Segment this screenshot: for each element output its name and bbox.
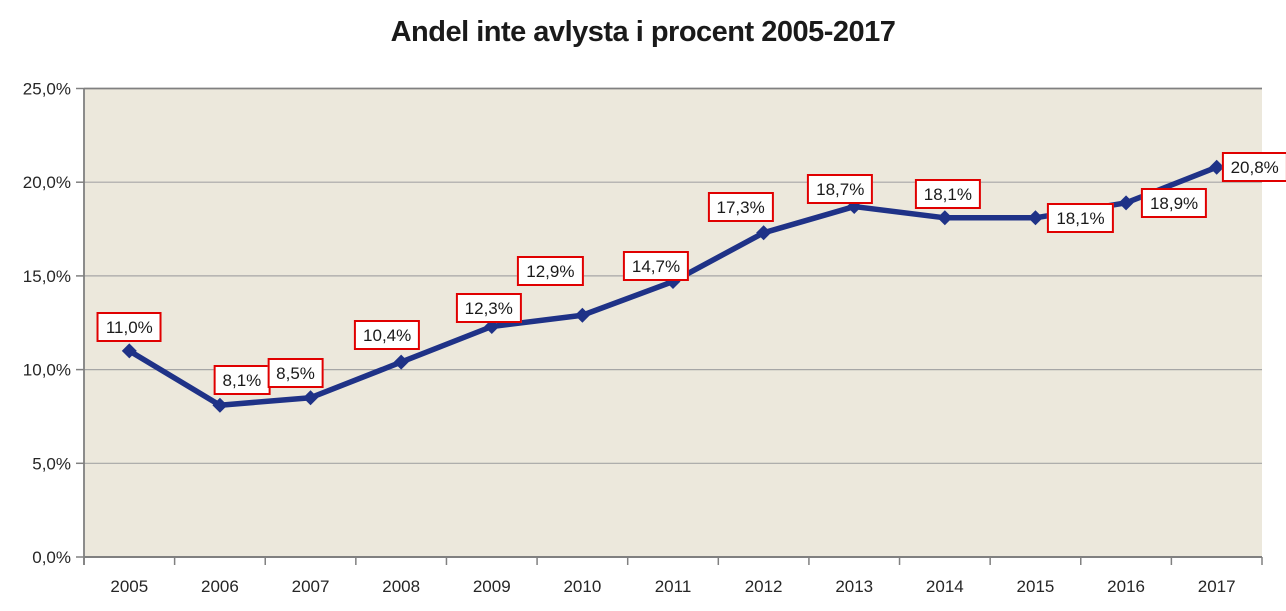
x-axis-tick-label: 2006 <box>201 577 239 596</box>
data-point-marker <box>121 343 137 359</box>
x-axis-tick-label: 2017 <box>1198 577 1236 596</box>
x-axis-tick-label: 2007 <box>292 577 330 596</box>
chart-title: Andel inte avlysta i procent 2005-2017 <box>390 16 896 48</box>
data-point-marker <box>303 390 319 406</box>
data-label: 11,0% <box>96 311 162 342</box>
x-axis-tick-label: 2009 <box>473 577 511 596</box>
y-axis-tick-label: 20,0% <box>23 173 71 192</box>
data-label: 14,7% <box>622 250 690 281</box>
data-label: 8,1% <box>213 365 271 396</box>
y-axis-tick-label: 25,0% <box>23 80 71 99</box>
x-axis-tick-label: 2016 <box>1107 577 1145 596</box>
data-point-marker <box>1027 210 1043 226</box>
x-axis-tick-label: 2014 <box>926 577 964 596</box>
x-axis-tick-label: 2010 <box>563 577 601 596</box>
data-label: 20,8% <box>1221 152 1286 183</box>
data-label: 18,7% <box>807 173 874 204</box>
data-point-marker <box>937 210 953 226</box>
x-axis-tick-label: 2005 <box>110 577 148 596</box>
data-label: 8,5% <box>267 357 324 388</box>
data-point-marker <box>1209 159 1225 175</box>
data-label: 17,3% <box>707 191 774 222</box>
y-axis-tick-label: 10,0% <box>23 361 71 380</box>
x-axis-tick-label: 2012 <box>745 577 783 596</box>
data-label: 12,3% <box>455 293 522 324</box>
data-point-marker <box>1118 195 1134 211</box>
data-point-marker <box>212 397 228 413</box>
y-axis-tick-label: 0,0% <box>32 548 71 567</box>
plot-background <box>84 88 1262 557</box>
x-axis-tick-label: 2011 <box>655 577 692 596</box>
y-axis-tick-label: 5,0% <box>32 454 71 473</box>
data-label: 10,4% <box>354 320 421 351</box>
x-axis-tick-label: 2013 <box>835 577 873 596</box>
y-axis-tick-label: 15,0% <box>23 267 71 286</box>
data-point-marker <box>574 307 590 323</box>
data-label: 18,9% <box>1140 187 1208 218</box>
x-axis-tick-label: 2015 <box>1017 577 1055 596</box>
data-label: 12,9% <box>517 256 584 287</box>
data-point-marker <box>756 225 772 241</box>
data-label: 18,1% <box>1047 202 1114 233</box>
data-point-marker <box>393 354 409 370</box>
data-label: 18,1% <box>914 178 981 209</box>
x-axis-tick-label: 2008 <box>382 577 420 596</box>
